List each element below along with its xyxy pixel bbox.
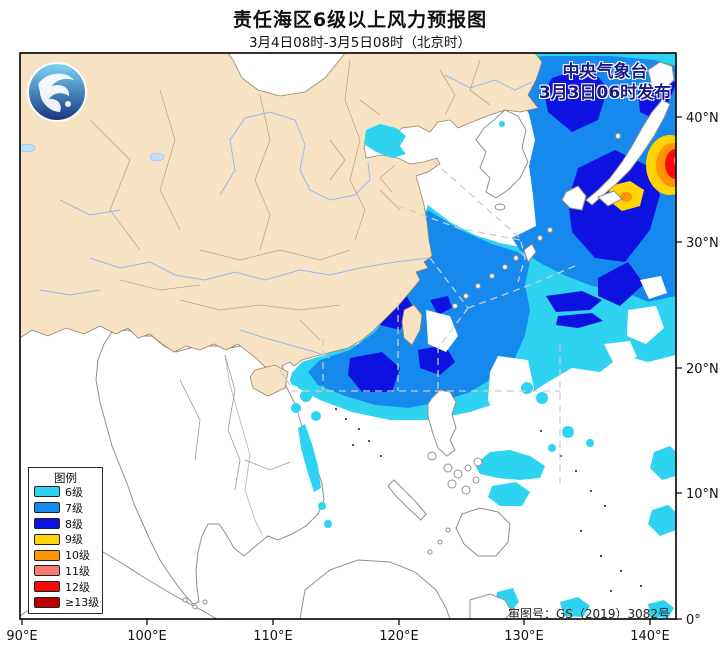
page-title: 责任海区6级以上风力预报图 <box>232 9 488 31</box>
reef-specks <box>335 408 642 592</box>
legend-row: 8级 <box>29 516 102 532</box>
legend-row: 6级 <box>29 484 102 500</box>
lakes <box>20 143 165 162</box>
legend-row: 11级 <box>29 563 102 579</box>
map-approval-number: 审图号：GS（2019）3082号 <box>508 607 670 621</box>
legend-swatch-force8 <box>34 517 60 529</box>
legend-swatch-force7 <box>34 502 60 514</box>
legend-label: 8级 <box>65 517 83 531</box>
legend-label: 7级 <box>65 501 83 515</box>
legend-row: 7级 <box>29 500 102 516</box>
lon-label: 110°E <box>253 629 293 644</box>
taiwan-island <box>401 304 423 346</box>
province-borders <box>89 59 491 341</box>
lat-label: 30°N <box>686 236 719 251</box>
axis-labels: 90°E 100°E 110°E 120°E 130°E 140°E 40°N … <box>6 111 718 644</box>
lon-label: 140°E <box>630 629 670 644</box>
map-frame <box>19 52 677 620</box>
rivers <box>39 74 533 536</box>
legend-swatch-force13 <box>34 596 60 608</box>
legend-label: 10级 <box>65 549 90 563</box>
lon-label: 100°E <box>127 629 167 644</box>
lon-label: 130°E <box>504 629 544 644</box>
lat-label: 10°N <box>686 487 719 502</box>
legend-row: ≥13级 <box>29 595 102 611</box>
lat-label: 40°N <box>686 111 719 126</box>
lat-label: 0° <box>686 613 701 628</box>
legend-swatch-force12 <box>34 581 60 593</box>
calm-gaps <box>426 276 667 428</box>
legend-row: 12级 <box>29 579 102 595</box>
legend-label: 9级 <box>65 533 83 547</box>
legend-row: 10级 <box>29 547 102 563</box>
legend-swatch-force11 <box>34 565 60 577</box>
legend-label: 11级 <box>65 564 90 578</box>
legend-swatch-force9 <box>34 533 60 545</box>
legend-box: 图例 6级 7级 8级 9级 10级 11级 12级 ≥13级 <box>28 467 103 614</box>
issuer-stamp: 中央气象台 3月3日06时发布 <box>515 62 695 104</box>
lon-label: 90°E <box>6 629 37 644</box>
axis-ticks <box>21 116 682 625</box>
bay-wind-patches <box>290 121 505 528</box>
cma-logo-icon <box>27 62 87 122</box>
legend-swatch-force10 <box>34 549 60 561</box>
china-land <box>20 53 543 397</box>
legend-label: 6级 <box>65 485 83 499</box>
lon-label: 120°E <box>379 629 419 644</box>
hainan-island <box>249 364 289 397</box>
zone-boundaries <box>291 160 576 487</box>
lat-label: 20°N <box>686 362 719 377</box>
legend-row: 9级 <box>29 531 102 547</box>
foreign-borders <box>179 354 291 491</box>
issue-time: 3月3日06时发布 <box>538 83 672 103</box>
legend-label: ≥13级 <box>65 596 100 610</box>
legend-title: 图例 <box>54 471 77 485</box>
issuer-name: 中央气象台 <box>562 62 648 82</box>
wind-area-force9plus <box>608 135 676 211</box>
legend-label: 12级 <box>65 580 90 594</box>
forecast-period: 3月4日08时-3月5日08时（北京时） <box>248 35 472 51</box>
legend-swatch-force6 <box>34 486 60 498</box>
